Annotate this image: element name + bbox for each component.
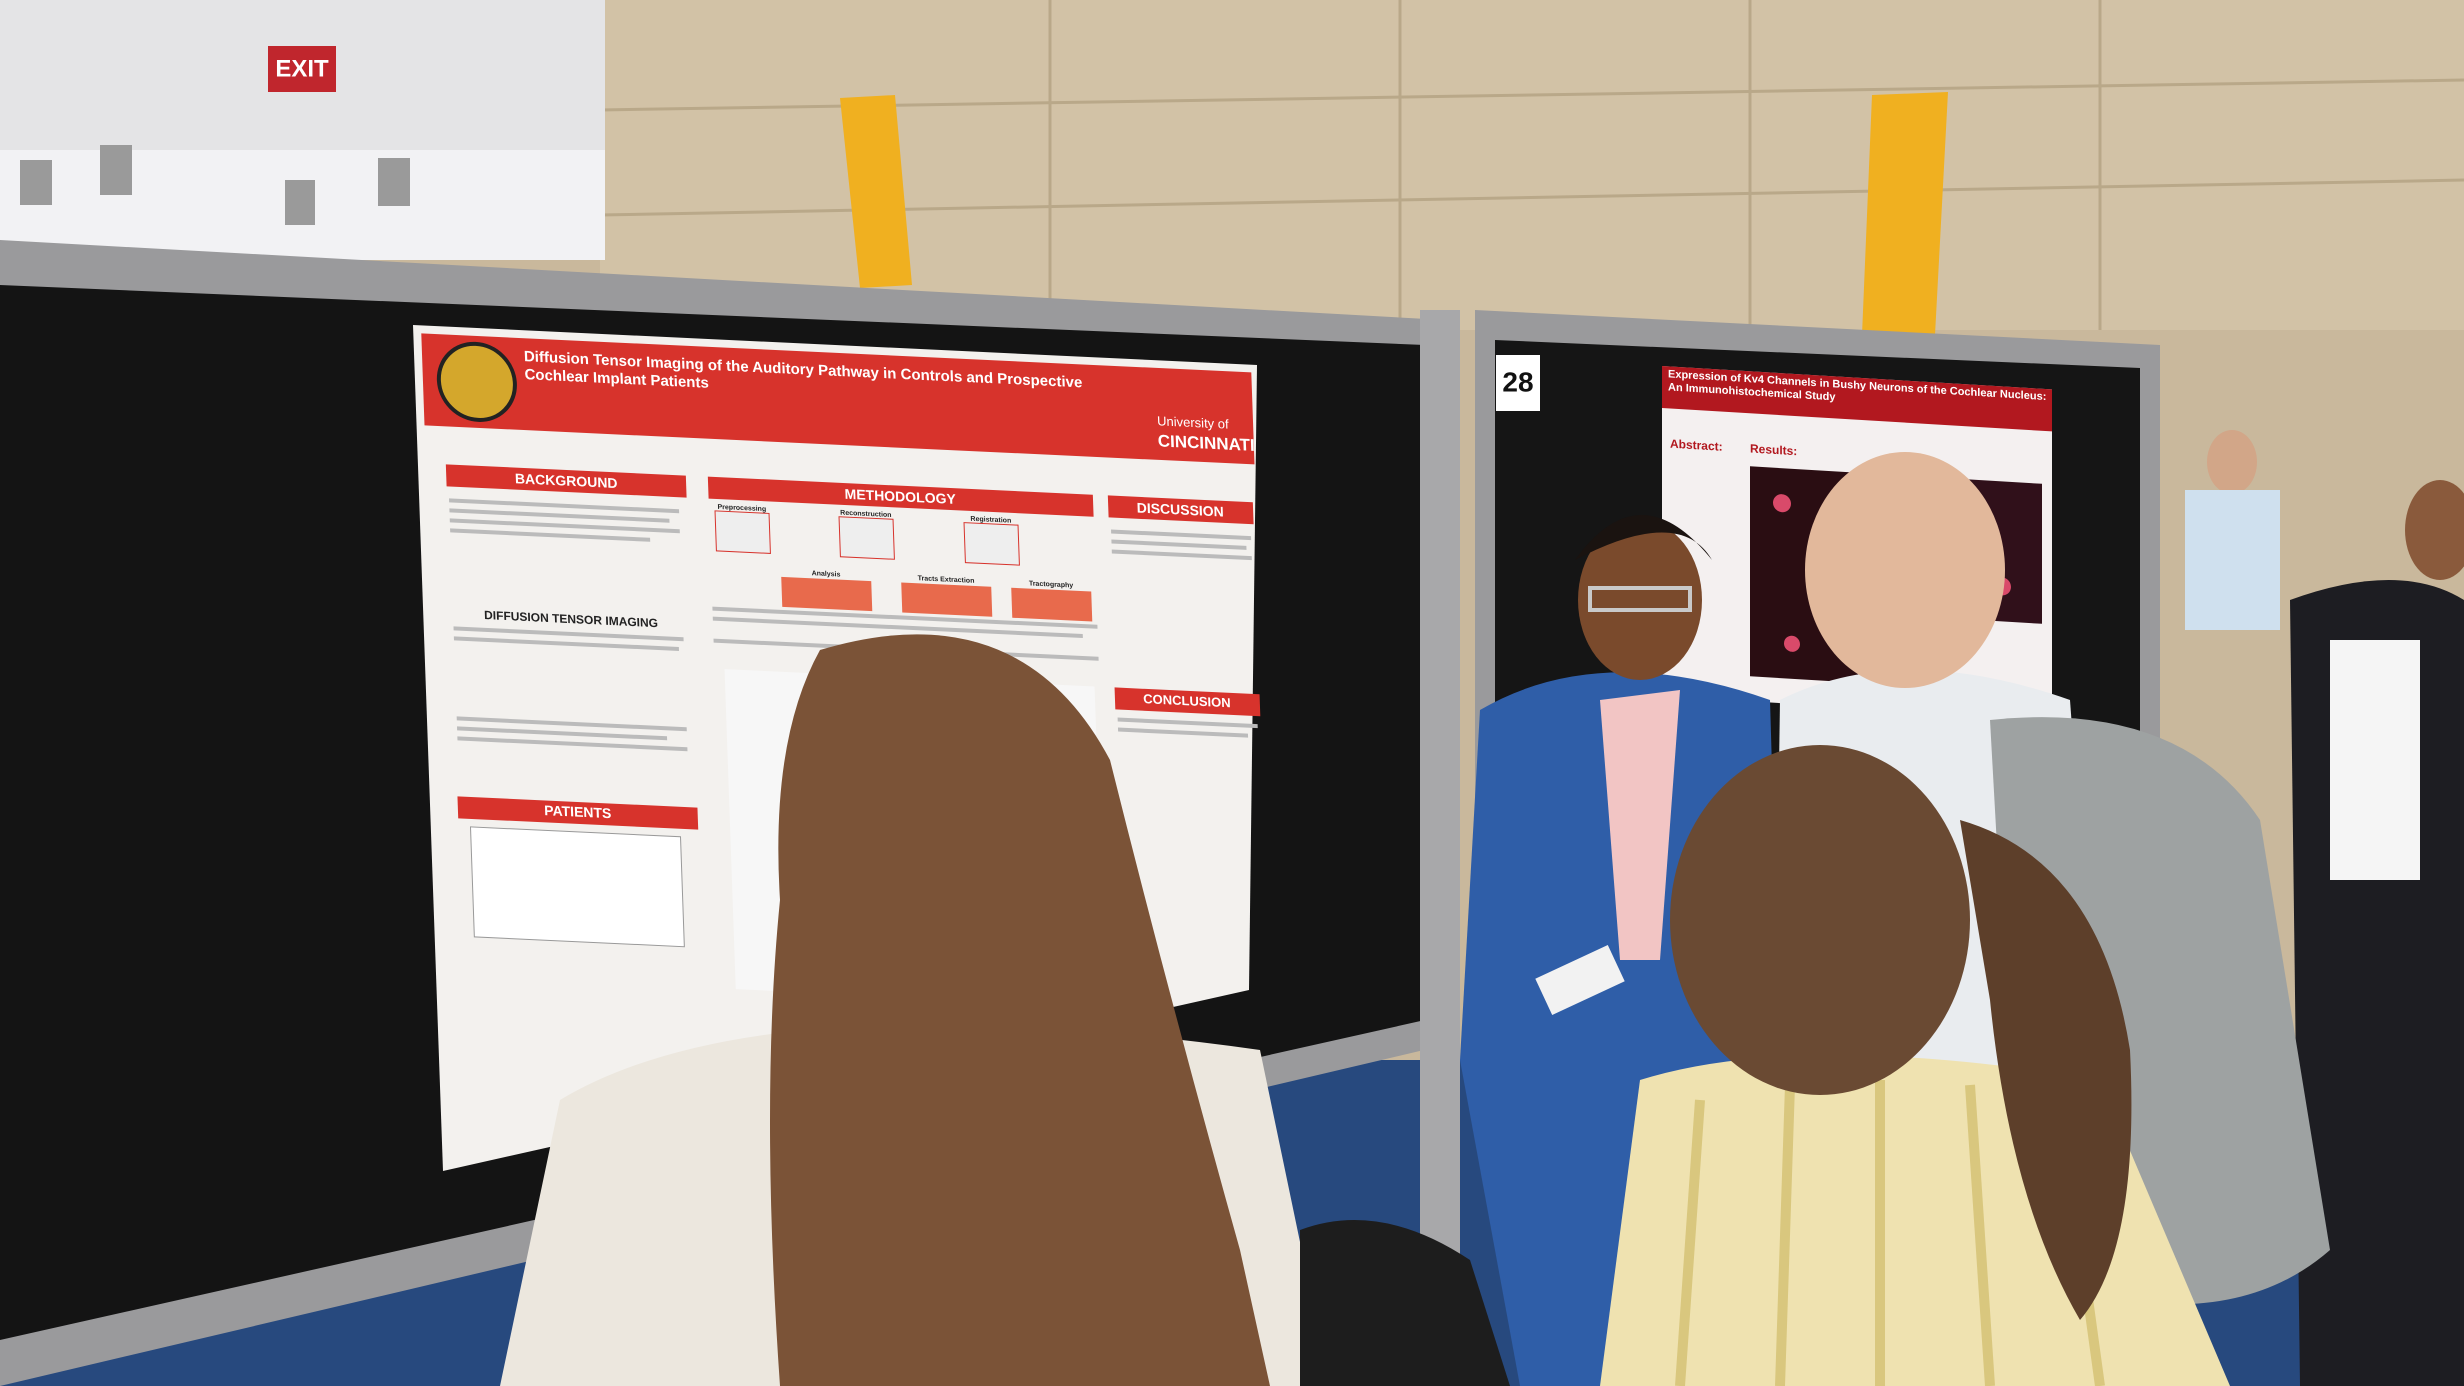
- panel-seams: [599, 0, 2464, 330]
- wall-lamp: [840, 95, 912, 288]
- university-seal: [436, 341, 517, 422]
- section-bar: [457, 796, 699, 830]
- shirt: [2330, 640, 2420, 880]
- section-bar: [1107, 495, 1254, 525]
- poster-banner: [1662, 366, 2052, 432]
- section-heading: Abstract:: [1670, 437, 1723, 454]
- audiogram: [469, 826, 685, 948]
- section-heading: BACKGROUND: [515, 470, 618, 491]
- board-number: 28: [1502, 366, 1533, 397]
- head: [2405, 480, 2464, 580]
- spotlights: [20, 145, 410, 225]
- glasses: [1588, 586, 1692, 612]
- section-heading: Results:: [1750, 441, 1797, 458]
- section-heading: METHODOLOGY: [844, 486, 956, 507]
- ponytail: [1960, 820, 2132, 1320]
- head: [1578, 520, 1702, 680]
- step-label: Preprocessing: [717, 504, 766, 513]
- shirt: [1600, 690, 1680, 960]
- backpack: [1990, 717, 2330, 1305]
- section-heading: CONCLUSION: [1143, 691, 1231, 710]
- exit-sign: [268, 46, 336, 92]
- head: [1805, 452, 2005, 688]
- people: [500, 430, 2464, 1386]
- wall-lamp: [1862, 92, 1948, 335]
- bag: [1300, 1220, 1510, 1386]
- step-label: Registration: [970, 516, 1011, 525]
- board-number-card: [1496, 355, 1540, 411]
- section-bar: [1114, 687, 1261, 717]
- step-label: Analysis: [812, 570, 841, 578]
- exit-text: EXIT: [275, 55, 329, 82]
- long-hair: [770, 634, 1270, 1386]
- phone: [1535, 944, 1625, 1016]
- section-bar: [707, 476, 1094, 517]
- head-hair: [1670, 745, 1970, 1095]
- institution: University of: [1157, 413, 1229, 431]
- board-post: [1420, 310, 1460, 1260]
- step-label: Reconstruction: [840, 510, 892, 519]
- poster-banner: [421, 333, 1255, 465]
- section-heading: PATIENTS: [544, 802, 612, 821]
- head: [2207, 430, 2257, 494]
- hair: [1575, 515, 1712, 560]
- section-heading: DISCUSSION: [1136, 499, 1224, 519]
- step-label: Tractography: [1029, 580, 1074, 589]
- section-bar: [445, 464, 687, 498]
- step-label: Tracts Extraction: [918, 575, 975, 585]
- institution-name: CINCINNATI: [1158, 431, 1256, 455]
- person-background: [2185, 490, 2280, 630]
- method-steps: Preprocessing Reconstruction Registratio…: [714, 504, 1093, 622]
